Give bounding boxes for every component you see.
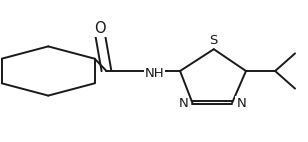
Text: NH: NH <box>145 67 164 80</box>
Text: N: N <box>178 97 188 110</box>
Text: S: S <box>210 34 218 47</box>
Text: O: O <box>95 21 106 36</box>
Text: N: N <box>237 97 246 110</box>
